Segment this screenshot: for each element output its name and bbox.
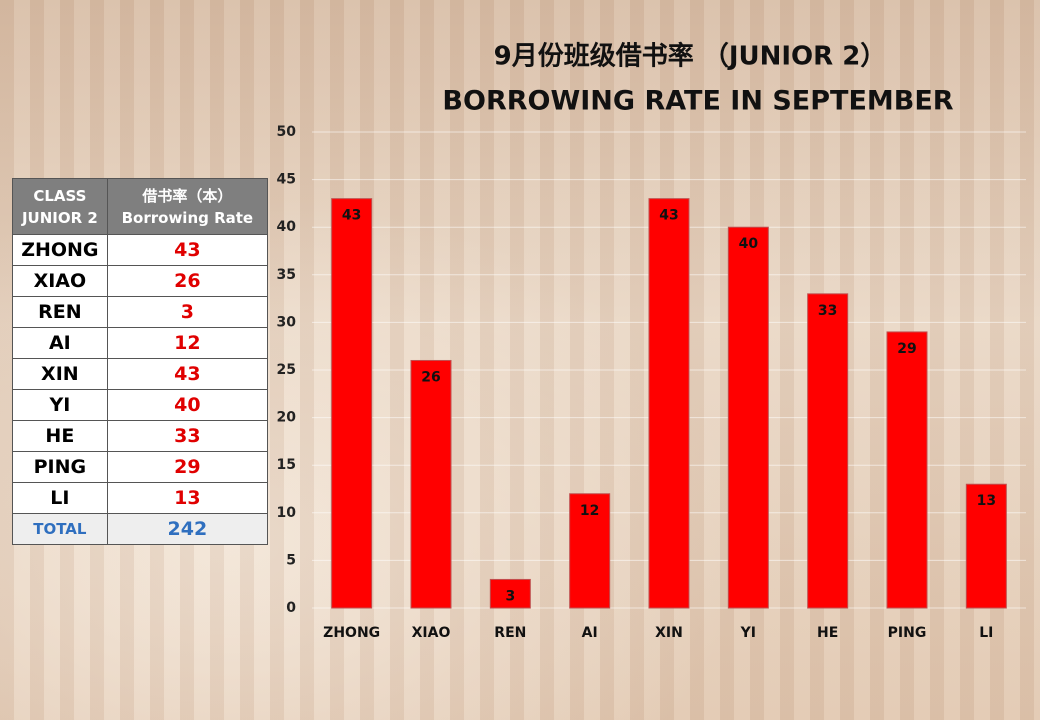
class-cell: PING — [12, 451, 108, 483]
table-row: ZHONG 43 — [12, 234, 269, 266]
table-row: AI 12 — [12, 327, 269, 359]
x-tick-label: YI — [740, 625, 756, 641]
table-row: YI 40 — [12, 389, 269, 421]
table-row: XIAO 26 — [12, 265, 269, 297]
table-row: HE 33 — [12, 420, 269, 452]
rate-cell: 43 — [106, 358, 269, 390]
bar — [489, 578, 531, 609]
data-label: 43 — [659, 208, 678, 224]
rate-cell: 3 — [106, 296, 269, 328]
bar — [727, 226, 769, 609]
table-row: REN 3 — [12, 296, 269, 328]
bar — [886, 331, 928, 609]
header-text: Borrowing Rate — [121, 208, 254, 227]
class-cell: AI — [12, 327, 108, 359]
header-cell: 借书率（本） Borrowing Rate — [106, 178, 269, 235]
rate-cell: 29 — [106, 451, 269, 483]
class-cell: HE — [12, 420, 108, 452]
data-label: 12 — [580, 503, 599, 519]
y-tick-label: 50 — [277, 124, 297, 140]
class-cell: YI — [12, 389, 108, 421]
y-tick-label: 30 — [277, 314, 297, 330]
rate-cell: 12 — [106, 327, 269, 359]
data-table: CLASS JUNIOR 2 借书率（本） Borrowing Rate ZHONG… — [12, 178, 269, 545]
class-cell: REN — [12, 296, 108, 328]
table-row: PING 29 — [12, 451, 269, 483]
data-label: 13 — [977, 493, 996, 509]
rate-cell: 33 — [106, 420, 269, 452]
y-tick-label: 5 — [286, 552, 296, 568]
class-cell: XIN — [12, 358, 108, 390]
rate-cell: 40 — [106, 389, 269, 421]
data-label: 26 — [421, 369, 440, 385]
bar — [410, 359, 452, 609]
y-tick-label: 0 — [286, 600, 296, 616]
bar — [807, 293, 849, 609]
header-text: CLASS — [33, 186, 87, 205]
class-cell: LI — [12, 482, 108, 514]
class-cell: ZHONG — [12, 234, 108, 266]
bar — [331, 198, 373, 609]
rate-cell: 26 — [106, 265, 269, 297]
total-label: TOTAL — [12, 513, 108, 545]
x-tick-label: REN — [494, 625, 526, 641]
y-tick-label: 35 — [277, 267, 296, 283]
data-label: 40 — [739, 236, 759, 252]
x-tick-label: XIN — [655, 625, 683, 641]
rate-cell: 13 — [106, 482, 269, 514]
x-tick-label: LI — [979, 625, 993, 641]
data-label: 43 — [342, 208, 361, 224]
x-tick-label: AI — [582, 625, 598, 641]
y-tick-label: 15 — [277, 457, 296, 473]
class-cell: XIAO — [12, 265, 108, 297]
x-tick-label: HE — [817, 625, 838, 641]
y-tick-label: 45 — [277, 172, 296, 188]
chart-title: 9月份班级借书率 （JUNIOR 2） — [494, 41, 887, 72]
total-value: 242 — [106, 513, 269, 545]
table-row: XIN 43 — [12, 358, 269, 390]
x-tick-label: PING — [888, 625, 927, 641]
y-tick-label: 40 — [277, 219, 297, 235]
bar — [965, 483, 1007, 609]
header-cell: CLASS JUNIOR 2 — [12, 178, 108, 235]
data-label: 29 — [897, 341, 916, 357]
chart-subtitle: BORROWING RATE IN SEPTEMBER — [442, 86, 953, 117]
header-text: JUNIOR 2 — [21, 208, 98, 227]
x-tick-label: ZHONG — [323, 625, 380, 641]
rate-cell: 43 — [106, 234, 269, 266]
y-tick-label: 20 — [277, 410, 297, 426]
table-row: LI 13 — [12, 482, 269, 514]
x-tick-label: XIAO — [412, 625, 451, 641]
bar — [569, 493, 611, 609]
y-tick-label: 10 — [277, 505, 297, 521]
bar — [648, 198, 690, 609]
y-tick-label: 25 — [277, 362, 296, 378]
data-label: 33 — [818, 303, 837, 319]
header-text: 借书率（本） — [142, 186, 233, 205]
data-label: 3 — [505, 588, 515, 604]
